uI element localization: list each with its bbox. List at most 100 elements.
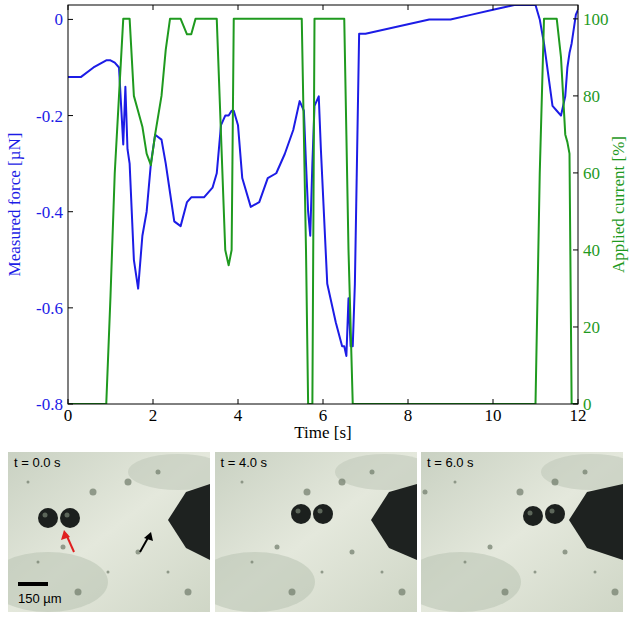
x-tick — [408, 399, 409, 404]
x-tick-label: 0 — [64, 406, 73, 425]
photo-shade — [128, 454, 210, 490]
photo-speck — [517, 489, 524, 496]
photo-speck — [398, 589, 405, 596]
y2-axis-title: Applied current [%] — [609, 136, 628, 273]
photo-speck — [320, 571, 323, 574]
photo-speck — [274, 545, 279, 550]
y2-tick — [573, 95, 578, 96]
probe — [371, 484, 417, 560]
photo-speck — [502, 589, 509, 596]
cell-highlight — [65, 513, 70, 518]
photo-speck — [61, 545, 66, 550]
series-line — [68, 19, 578, 404]
scale-bar-label: 150 µm — [18, 591, 62, 606]
photo-speck — [37, 561, 40, 564]
y-tick-label: 0 — [55, 10, 64, 29]
photo-panel: t = 4.0 s — [215, 452, 417, 612]
y2-tick-label: 80 — [583, 87, 600, 106]
x-tick — [153, 399, 154, 404]
photo-speck — [185, 589, 192, 596]
photo-speck — [454, 481, 457, 484]
photo-shade — [541, 454, 623, 490]
panel-time-label: t = 4.0 s — [221, 455, 268, 470]
panel-time-label: t = 0.0 s — [14, 455, 61, 470]
photo-shade — [335, 454, 417, 490]
photo-speck — [303, 489, 310, 496]
photo-speck — [423, 490, 428, 495]
y-tick — [68, 404, 73, 405]
photo-speck — [534, 571, 537, 574]
photo-speck — [488, 545, 493, 550]
photo-speck — [288, 589, 295, 596]
scale-bar — [18, 582, 48, 586]
photo-panel: 150 µm t = 0.0 s — [8, 452, 210, 612]
photo-shade — [215, 552, 315, 612]
x-tick-label: 4 — [234, 406, 243, 425]
x-tick-label: 2 — [149, 406, 158, 425]
x-tick — [578, 5, 579, 10]
photo-speck — [136, 550, 141, 555]
photo-speck — [125, 479, 132, 486]
x-tick — [323, 399, 324, 404]
y2-tick-label: 60 — [583, 164, 600, 183]
y2-tick-label: 20 — [583, 318, 600, 337]
y2-tick — [573, 249, 578, 250]
red-arrow-head — [61, 530, 70, 540]
x-tick-label: 10 — [485, 406, 502, 425]
y-tick-label: -0.6 — [36, 299, 63, 318]
y-tick-label: -0.8 — [36, 395, 63, 414]
x-tick — [578, 399, 579, 404]
x-tick — [323, 5, 324, 10]
photo-shade — [8, 552, 108, 612]
y2-tick — [573, 404, 578, 405]
photo-speck — [563, 550, 568, 555]
photo-speck — [156, 470, 161, 475]
cell-highlight — [295, 509, 300, 514]
probe — [168, 484, 210, 560]
x-tick — [493, 399, 494, 404]
x-tick-label: 8 — [404, 406, 413, 425]
photo-speck — [90, 489, 97, 496]
plot-frame — [68, 5, 578, 404]
cell — [313, 504, 333, 524]
photo-panel: t = 6.0 s — [421, 452, 623, 612]
y-tick-label: -0.4 — [36, 203, 63, 222]
plot-lines — [68, 5, 578, 404]
y-tick — [68, 115, 73, 116]
photo-speck — [369, 470, 374, 475]
photo-image — [215, 452, 417, 612]
photo-image — [421, 452, 623, 612]
x-tick — [68, 5, 69, 10]
y-tick-label: -0.2 — [36, 107, 63, 126]
x-tick — [153, 5, 154, 10]
photo-speck — [349, 550, 354, 555]
cell — [60, 508, 80, 528]
x-tick — [493, 5, 494, 10]
y2-tick — [573, 18, 578, 19]
cell — [38, 508, 58, 528]
cell-highlight — [43, 513, 48, 518]
cell-highlight — [317, 509, 322, 514]
x-tick — [238, 399, 239, 404]
probe — [569, 484, 623, 560]
cell-highlight — [528, 511, 533, 516]
photo-speck — [380, 571, 383, 574]
photo-image — [8, 452, 210, 612]
photo-speck — [594, 571, 597, 574]
photo-shade — [421, 552, 521, 612]
y2-tick-label: 100 — [583, 10, 609, 29]
y2-tick-label: 0 — [583, 395, 592, 414]
y-tick — [68, 307, 73, 308]
x-tick — [408, 5, 409, 10]
y2-tick-label: 40 — [583, 241, 600, 260]
photo-strip: 150 µm t = 0.0 s t = 4.0 s t = 6.0 s — [8, 452, 623, 612]
photo-speck — [240, 481, 243, 484]
y2-tick — [573, 326, 578, 327]
photo-speck — [464, 561, 467, 564]
panel-time-label: t = 6.0 s — [427, 455, 474, 470]
y-tick — [68, 19, 73, 20]
cell-highlight — [550, 509, 555, 514]
cell — [523, 506, 543, 526]
photo-speck — [612, 589, 619, 596]
cell — [291, 504, 311, 524]
